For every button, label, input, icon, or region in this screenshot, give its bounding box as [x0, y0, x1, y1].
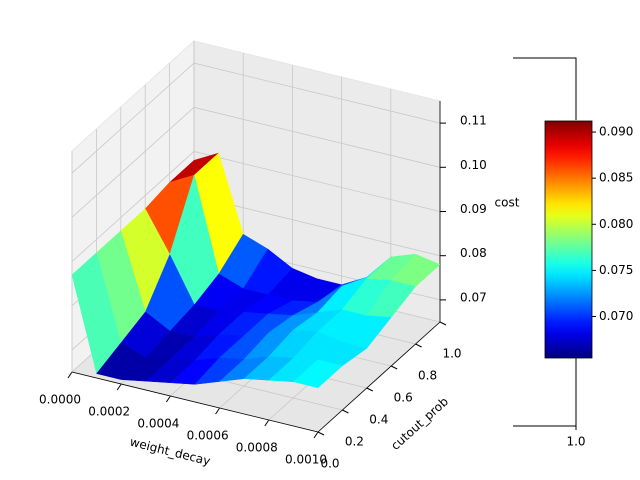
colorbar [544, 120, 593, 359]
extra-axis: 1.0 [513, 57, 586, 449]
y-tick [390, 365, 398, 370]
colorbar-tick-label: 0.070 [599, 309, 633, 323]
z-tick-label: 0.10 [460, 158, 487, 172]
extra-axis-spine [513, 57, 577, 120]
x-tick-label: 0.0008 [236, 441, 278, 455]
y-axis-line [317, 321, 441, 433]
z-axis-label: cost [495, 196, 520, 210]
z-tick-label: 0.07 [460, 290, 487, 304]
y-tick [342, 409, 349, 414]
y-tick [366, 387, 374, 392]
colorbar-tick-label: 0.090 [599, 125, 633, 139]
extra-axis-spine [513, 358, 577, 427]
colorbar-tick-label: 0.085 [599, 171, 633, 185]
grid-line [71, 62, 441, 174]
y-tick [439, 321, 447, 326]
x-tick [313, 431, 319, 439]
x-tick-label: 0.0006 [187, 429, 229, 443]
colorbar-tick-label: 0.075 [599, 263, 633, 277]
x-tick [116, 383, 122, 391]
x-axis-line [71, 371, 319, 433]
extra-tick-label: 1.0 [566, 435, 585, 449]
colorbar-tick-label: 0.080 [599, 217, 633, 231]
grid-line [71, 106, 441, 218]
x-tick-label: 0.0010 [285, 453, 327, 467]
y-tick-label: 0.4 [369, 413, 388, 427]
surface [71, 152, 441, 389]
x-tick [215, 407, 221, 415]
x-tick [67, 371, 73, 379]
y-tick-label: 0.0 [320, 457, 339, 471]
y-tick-label: 0.8 [418, 369, 437, 383]
z-tick-label: 0.08 [460, 246, 487, 260]
y-tick [317, 431, 325, 436]
x-tick-label: 0.0004 [137, 417, 179, 431]
grid-line [71, 151, 441, 262]
y-tick-label: 0.6 [394, 391, 413, 405]
x-tick [165, 395, 171, 403]
z-tick-label: 0.09 [460, 202, 487, 216]
surface-patch [292, 359, 343, 389]
y-tick-label: 1.0 [442, 347, 461, 361]
x-tick-label: 0.0002 [88, 405, 130, 419]
y-tick-label: 0.2 [345, 435, 364, 449]
x-tick-label: 0.0000 [39, 393, 81, 407]
y-tick [415, 343, 422, 348]
x-tick [264, 419, 270, 427]
z-tick-label: 0.11 [460, 114, 487, 128]
